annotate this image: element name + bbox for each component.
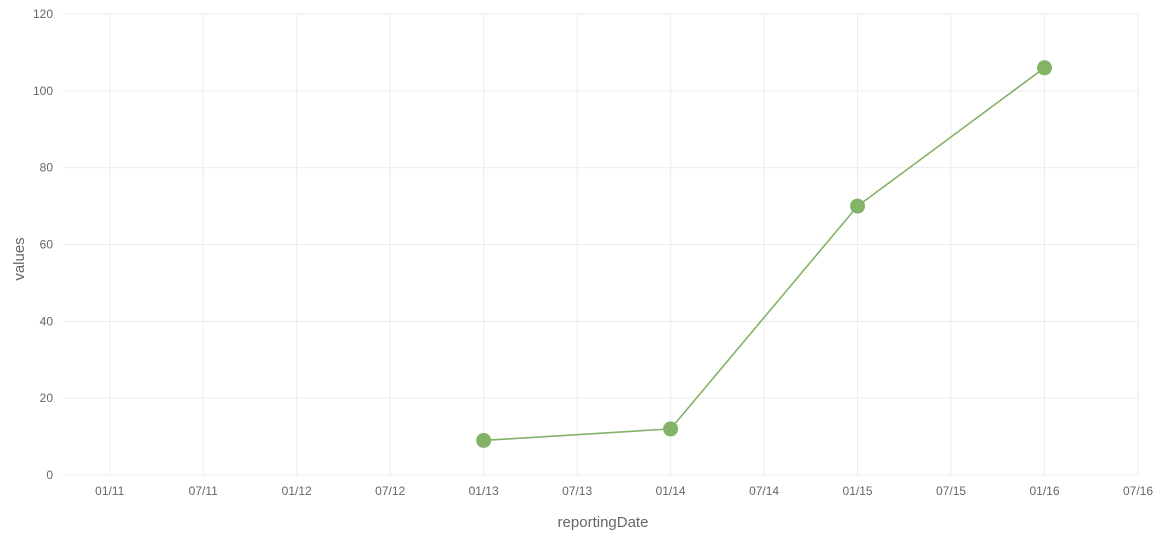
x-tick-label: 07/12: [375, 484, 405, 498]
x-tick-label: 07/13: [562, 484, 592, 498]
x-tick-label: 07/14: [749, 484, 779, 498]
x-tick-label: 07/16: [1123, 484, 1153, 498]
data-point[interactable]: [1037, 60, 1053, 76]
y-tick-label: 40: [40, 314, 54, 328]
x-tick-label: 01/12: [282, 484, 312, 498]
grid-layer: [63, 13, 1139, 476]
y-tick-label: 0: [46, 468, 53, 482]
series-layer: [476, 60, 1053, 448]
x-tick-label: 07/15: [936, 484, 966, 498]
x-tick-label: 01/13: [469, 484, 499, 498]
y-axis-title: values: [11, 237, 28, 280]
y-tick-label: 120: [33, 7, 53, 21]
data-point[interactable]: [476, 432, 492, 448]
x-axis-title: reportingDate: [558, 514, 649, 531]
data-point[interactable]: [850, 198, 866, 214]
x-tick-label: 01/15: [843, 484, 873, 498]
x-tick-label: 01/16: [1030, 484, 1060, 498]
x-tick-label: 01/11: [95, 484, 124, 498]
x-tick-label: 07/11: [189, 484, 218, 498]
y-tick-label: 80: [40, 161, 54, 175]
series-line: [483, 67, 1045, 442]
data-point[interactable]: [663, 421, 679, 437]
x-axis-ticks: 01/11 07/11 01/12 07/12 01/13 07/13 01/14 07/14…: [95, 484, 1153, 498]
y-tick-label: 100: [33, 84, 53, 98]
y-tick-label: 60: [40, 238, 54, 252]
y-tick-label: 20: [40, 391, 54, 405]
x-tick-label: 01/14: [656, 484, 686, 498]
y-axis-ticks: 0 20 40 60 80 100 120: [33, 7, 53, 482]
